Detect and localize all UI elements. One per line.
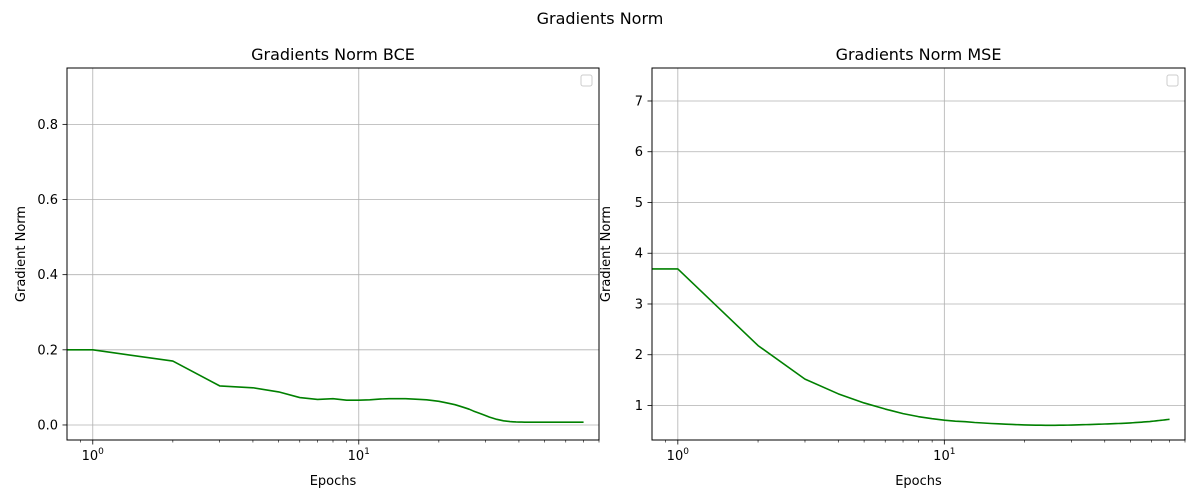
- mse-y-tick-label: 1: [635, 399, 643, 414]
- bce-axes-frame: [66, 67, 600, 441]
- bce-y-tick-label: 0.6: [37, 193, 58, 208]
- figure-suptitle: Gradients Norm: [537, 9, 664, 28]
- mse-y-tick-label: 7: [635, 94, 643, 109]
- mse-y-tick-label: 4: [635, 247, 643, 262]
- mse-y-tick-label: 2: [635, 348, 643, 363]
- mse-x-tick-label: 101: [933, 447, 955, 464]
- mse-series-line: [652, 268, 1170, 427]
- mse-y-tick-label: 6: [635, 145, 643, 160]
- bce-y-tick-label: 0.8: [37, 118, 58, 133]
- bce-series-line: [67, 349, 584, 423]
- mse-y-tick-label: 5: [635, 196, 643, 211]
- mse-title: Gradients Norm MSE: [836, 45, 1002, 64]
- mse-x-tick-label: 100: [667, 447, 690, 464]
- mse-xlabel: Epochs: [895, 474, 942, 489]
- mse-legend: [1166, 74, 1179, 87]
- mse-y-tick-label: 3: [635, 297, 643, 312]
- bce-y-tick-label: 0.0: [37, 418, 58, 433]
- bce-ylabel: Gradient Norm: [14, 206, 29, 302]
- bce-legend: [580, 74, 593, 87]
- subplot-mse: 100 101 1 2 3 4 5 6 7 Gradients Norm MSE Epochs Gra…: [599, 45, 1186, 489]
- subplot-bce: 100 101 0.0 0.2 0.4 0.6 0.8 Gradients Norm BCE E…: [14, 45, 600, 489]
- bce-y-tick-label: 0.4: [37, 268, 58, 283]
- bce-title: Gradients Norm BCE: [251, 45, 415, 64]
- bce-xlabel: Epochs: [310, 474, 357, 489]
- mse-axes-frame: [651, 67, 1186, 441]
- bce-x-tick-label: 100: [82, 447, 105, 464]
- mse-ylabel: Gradient Norm: [599, 206, 614, 302]
- bce-x-tick-label: 101: [348, 447, 370, 464]
- bce-y-tick-label: 0.2: [37, 343, 58, 358]
